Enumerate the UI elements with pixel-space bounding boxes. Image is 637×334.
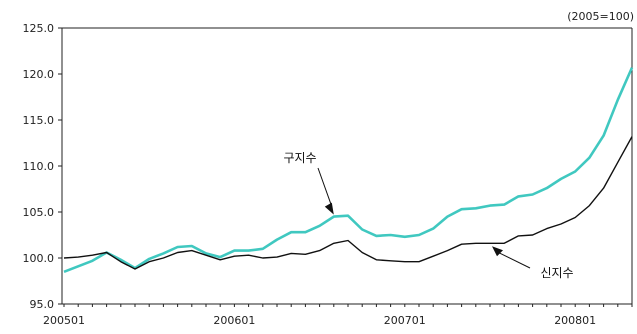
y-tick-label: 125.0 xyxy=(23,22,55,35)
arrowhead-old-index xyxy=(324,202,334,215)
series-lines xyxy=(63,67,634,274)
x-axis-ticks: 200501 200601 200701 200801 xyxy=(43,304,633,327)
x-tick-label: 200701 xyxy=(384,314,426,327)
unit-note: (2005=100) xyxy=(567,10,634,23)
arrow-new-index xyxy=(497,251,531,269)
series-label-old-index: 구지수 xyxy=(283,151,316,165)
y-tick-label: 100.0 xyxy=(23,252,55,265)
y-tick-label: 120.0 xyxy=(23,68,55,81)
x-tick-label: 200601 xyxy=(213,314,255,327)
series-line-new-index xyxy=(63,136,633,270)
x-tick-label: 200801 xyxy=(554,314,596,327)
y-tick-label: 110.0 xyxy=(23,160,55,173)
y-tick-label: 95.0 xyxy=(30,298,55,311)
y-tick-label: 115.0 xyxy=(23,114,55,127)
series-label-new-index: 신지수 xyxy=(540,266,573,280)
arrow-old-index xyxy=(317,167,333,207)
arrowhead-new-index xyxy=(492,246,503,257)
y-axis-ticks: 125.0 120.0 115.0 110.0 105.0 100.0 95.0 xyxy=(23,22,62,311)
series-line-old-index xyxy=(63,67,634,274)
x-tick-label: 200501 xyxy=(43,314,85,327)
y-tick-label: 105.0 xyxy=(23,206,55,219)
